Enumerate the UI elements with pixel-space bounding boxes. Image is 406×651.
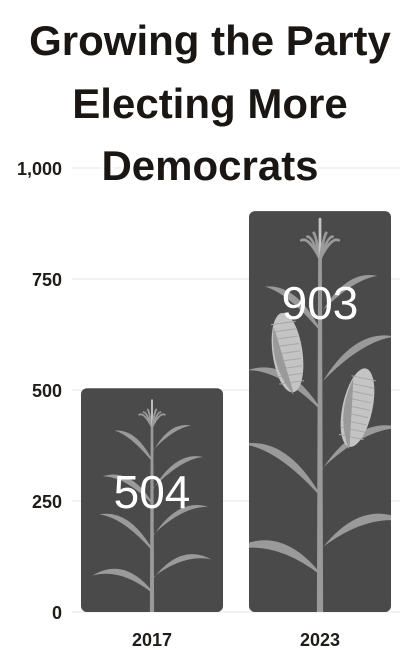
bars: 504 903 xyxy=(81,211,391,612)
corn-plant-icon xyxy=(92,399,212,612)
data-label: 903 xyxy=(282,277,359,329)
y-tick-label: 0 xyxy=(52,603,62,623)
data-label: 504 xyxy=(114,466,191,518)
y-axis: 0 250 500 750 1,000 xyxy=(17,159,62,623)
x-tick-label: 2023 xyxy=(300,630,340,650)
chart-title: Growing the Party Electing More Democrats xyxy=(26,14,394,192)
y-tick-label: 1,000 xyxy=(17,159,62,179)
y-tick-label: 500 xyxy=(32,381,62,401)
corn-plant-icon xyxy=(249,217,391,612)
title-line: Growing the Party xyxy=(29,17,391,64)
x-axis: 2017 2023 xyxy=(132,630,340,650)
x-tick-label: 2017 xyxy=(132,630,172,650)
title-line: Democrats xyxy=(101,142,318,189)
y-tick-label: 750 xyxy=(32,270,62,290)
y-tick-label: 250 xyxy=(32,492,62,512)
title-line: Electing More xyxy=(72,80,347,127)
